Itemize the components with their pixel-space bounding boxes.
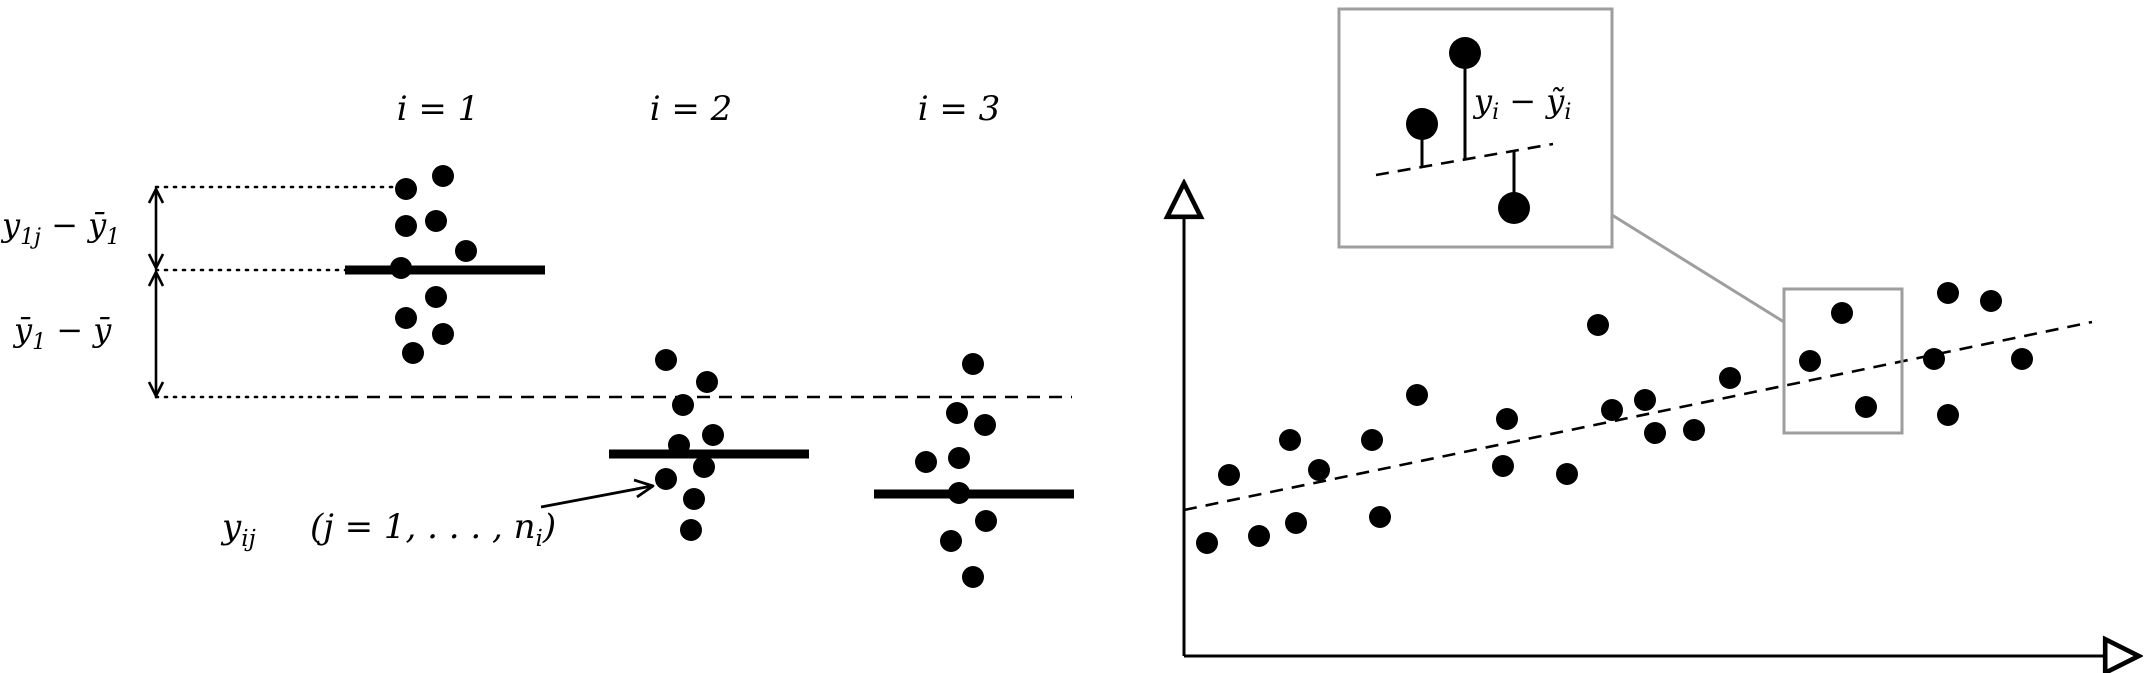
observation-point (395, 215, 417, 237)
between-deviation-arrow (147, 269, 165, 399)
data-point (1285, 512, 1307, 534)
data-point (1634, 389, 1656, 411)
data-point (2011, 348, 2033, 370)
inset-point (1498, 192, 1530, 224)
group-label-2: i = 2 (650, 89, 733, 129)
data-point (1923, 348, 1945, 370)
observation-point (948, 447, 970, 469)
observation-point (425, 210, 447, 232)
inset-point (1449, 37, 1481, 69)
observation-point (432, 323, 454, 345)
data-point (1855, 396, 1877, 418)
regression-panel: yi − ỹi (1184, 7, 2122, 656)
inset-point (1406, 108, 1438, 140)
zoom-region-box (1782, 287, 1904, 435)
data-point (1279, 429, 1301, 451)
observation-point (672, 394, 694, 416)
anova-panel: i = 1 i = 2 i = 3 y1j − ȳ1 ȳ1 − ȳ (0, 89, 1074, 588)
observation-point (402, 342, 424, 364)
observation-point (702, 424, 724, 446)
observation-point (655, 468, 677, 490)
within-deviation-label: y1j − ȳ1 (0, 206, 120, 250)
observation-point (696, 371, 718, 393)
observation-point (683, 488, 705, 510)
data-point (1196, 532, 1218, 554)
observation-point (680, 519, 702, 541)
between-deviation-label: ȳ1 − ȳ (12, 311, 112, 355)
observation-point (962, 353, 984, 375)
observation-point (962, 566, 984, 588)
data-point (1556, 463, 1578, 485)
data-point (1719, 367, 1741, 389)
observation-point (693, 456, 715, 478)
data-point (1248, 525, 1270, 547)
residual-label: yi − ỹi (1472, 82, 1571, 125)
group-1-points (390, 165, 477, 364)
observation-point (946, 402, 968, 424)
scatter-points (1196, 282, 2033, 554)
data-point (1980, 290, 2002, 312)
observation-point (974, 414, 996, 436)
data-point (1644, 422, 1666, 444)
observation-point (940, 530, 962, 552)
group-3-points (915, 353, 997, 588)
observation-point (975, 510, 997, 532)
data-point (1406, 384, 1428, 406)
data-point (1218, 464, 1240, 486)
data-point (1496, 408, 1518, 430)
group-2-points (655, 349, 724, 541)
data-point (1937, 404, 1959, 426)
observation-point (432, 165, 454, 187)
data-point (1369, 506, 1391, 528)
observation-pointer-arrow (540, 478, 655, 509)
zoom-connector-line (1611, 213, 1785, 324)
group-label-3: i = 3 (918, 89, 1001, 129)
data-point (1937, 282, 1959, 304)
residual-inset: yi − ỹi (1337, 7, 1614, 249)
data-point (1683, 419, 1705, 441)
observation-point (395, 307, 417, 329)
group-label-1: i = 1 (397, 89, 480, 129)
data-point (1361, 429, 1383, 451)
observation-point (915, 451, 937, 473)
observation-label: yij (220, 507, 256, 552)
observation-range-label: (j = 1, . . . , ni) (310, 507, 556, 552)
within-deviation-arrow (147, 186, 165, 271)
observation-point (395, 178, 417, 200)
data-point (1308, 459, 1330, 481)
data-point (1587, 314, 1609, 336)
data-point (1799, 350, 1821, 372)
data-point (1831, 302, 1853, 324)
observation-point (425, 286, 447, 308)
observation-point (455, 240, 477, 262)
observation-point (655, 349, 677, 371)
data-point (1492, 455, 1514, 477)
data-point (1601, 399, 1623, 421)
